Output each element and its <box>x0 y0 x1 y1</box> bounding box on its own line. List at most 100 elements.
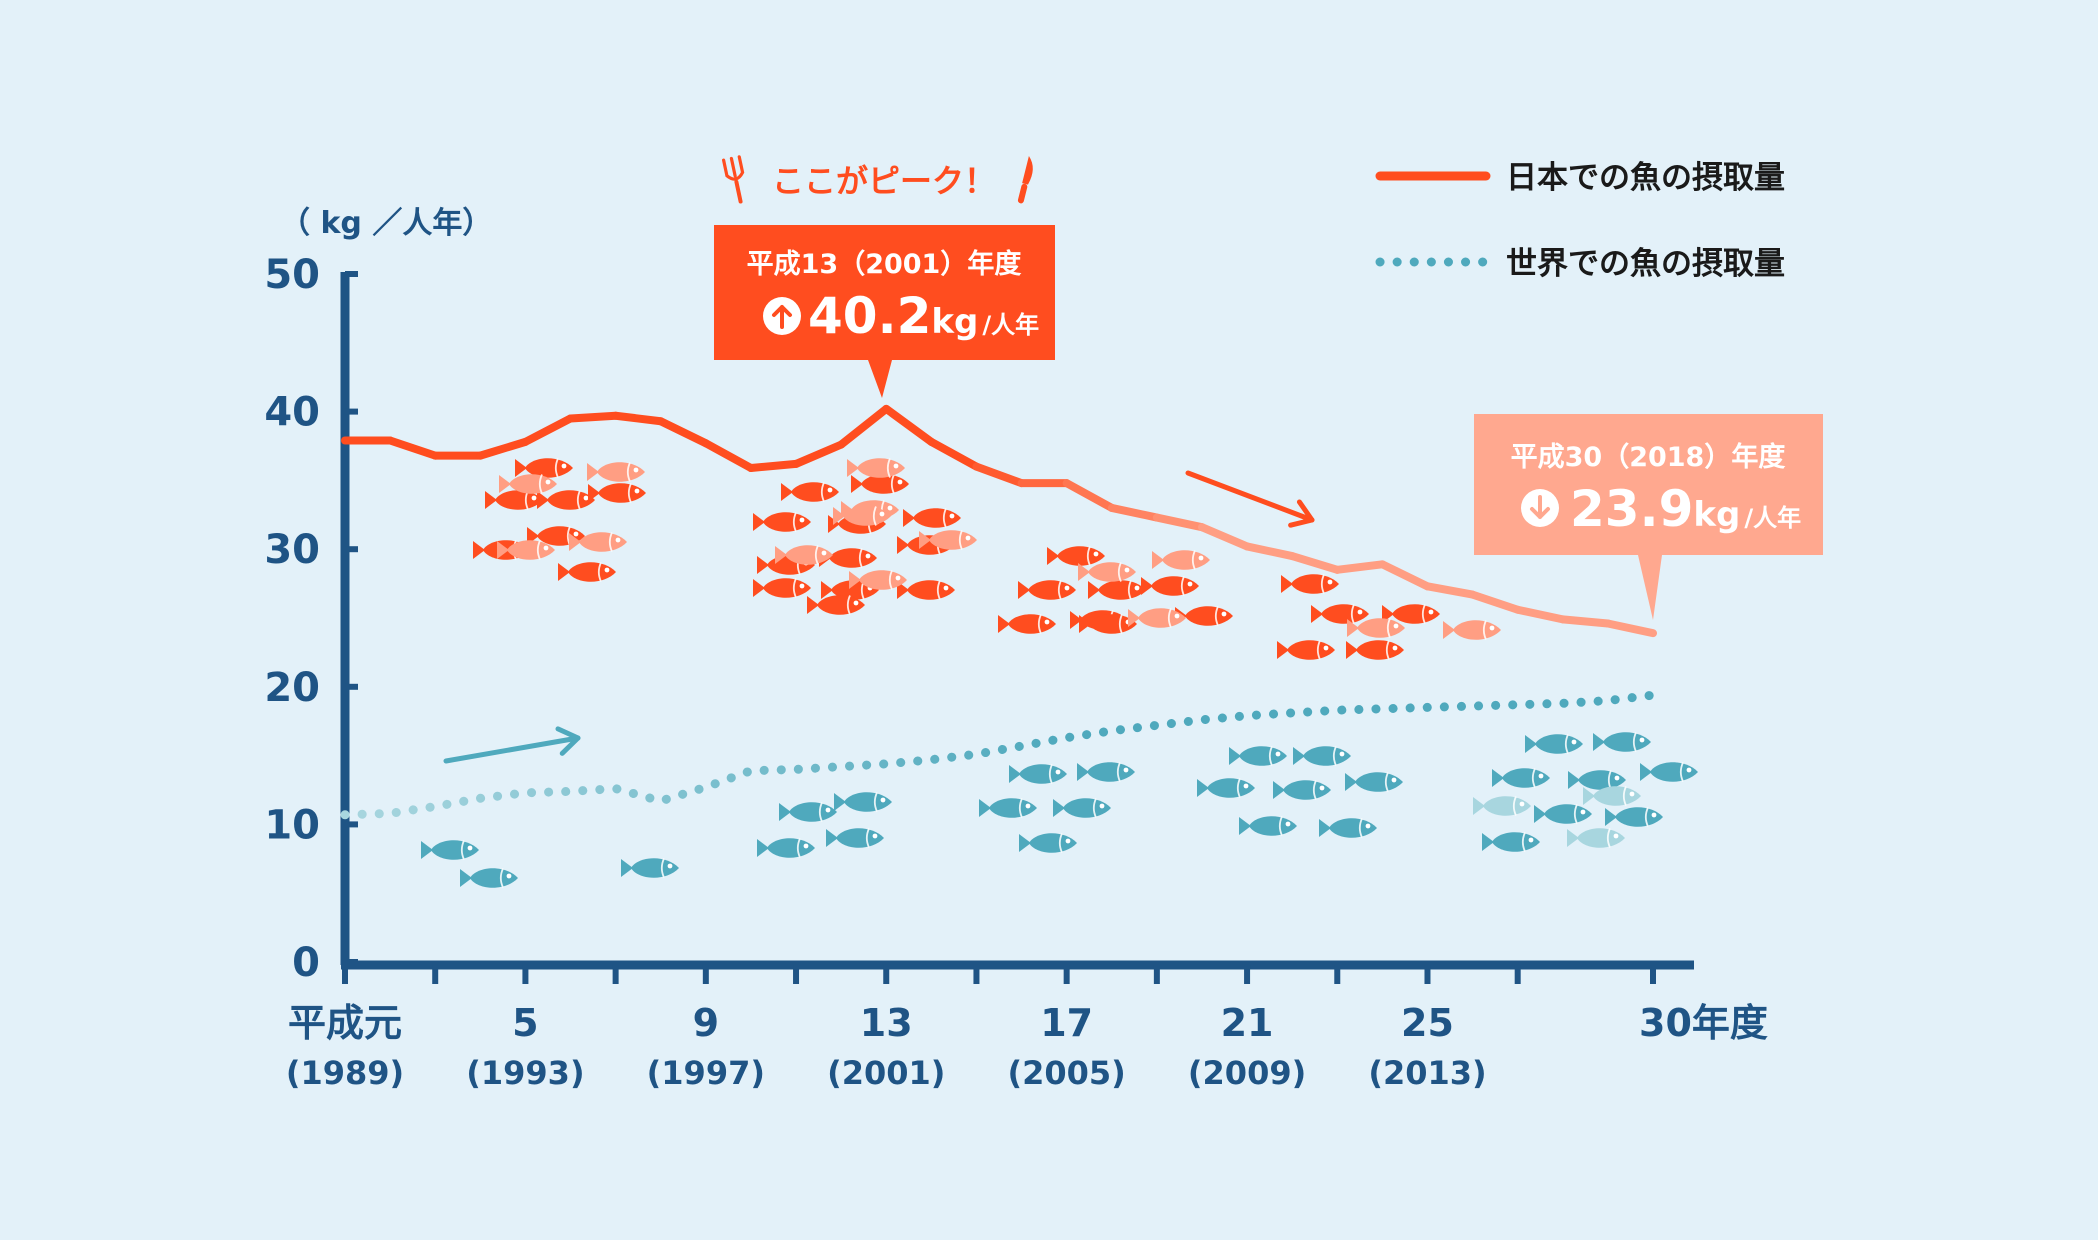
japan-series-segment <box>521 414 575 446</box>
japan-series-segment <box>1423 582 1477 599</box>
japan-trend-arrow <box>1185 470 1315 528</box>
fish-icon <box>997 613 1057 635</box>
y-tick-label: 50 <box>264 252 320 298</box>
peak-note: ここがピーク！ <box>722 155 1033 204</box>
y-tick-label: 20 <box>264 665 320 711</box>
x-tick-sublabel: (2001) <box>827 1054 945 1092</box>
japan-series-segment <box>746 459 801 473</box>
fish-icon <box>1639 761 1699 783</box>
fish-icon <box>1018 832 1078 854</box>
x-tick-sublabel: (2005) <box>1007 1054 1125 1092</box>
end-callout-box <box>1474 414 1823 620</box>
peak-callout-unit-per: /人年 <box>982 311 1039 339</box>
japan-series-segment <box>1152 513 1206 532</box>
legend-label-world: 世界での魚の摂取量 <box>1506 246 1785 282</box>
fish-icon <box>1196 777 1256 799</box>
fish-icon <box>1140 575 1200 597</box>
fish-icon <box>752 511 812 533</box>
world-trend-arrow <box>443 726 581 764</box>
fish-icon <box>1046 545 1106 567</box>
peak-callout-unit-kg: kg <box>931 302 978 342</box>
world-trend-arrow-shaft <box>443 735 581 764</box>
fish-icon <box>833 791 893 813</box>
fish-icon <box>514 457 574 479</box>
japan-series-segment <box>1603 619 1657 638</box>
end-callout-unit-kg: kg <box>1693 495 1740 535</box>
japan-series-segment <box>927 437 981 471</box>
fish-icon <box>1344 771 1404 793</box>
fish-icon <box>1524 733 1584 755</box>
y-tick-label: 30 <box>264 527 320 573</box>
japan-series-segment <box>1107 503 1161 522</box>
world-series-line <box>340 690 1658 820</box>
peak-callout-value-line: 40.2kg/人年 <box>808 287 1039 345</box>
fish-icon <box>536 489 596 511</box>
fish-icon <box>778 801 838 823</box>
japan-series-segment <box>476 437 530 460</box>
x-tick-label: 13 <box>860 1001 913 1045</box>
end-callout-value-line: 23.9kg/人年 <box>1570 480 1801 538</box>
x-tick-sublabel: (2013) <box>1368 1054 1486 1092</box>
fish-icon <box>1592 731 1652 753</box>
y-tick-label: 0 <box>292 940 320 986</box>
fish-icon <box>1276 639 1336 661</box>
japan-series-segment <box>1333 560 1387 574</box>
fish-icon <box>557 561 617 583</box>
japan-series-segment <box>656 417 710 448</box>
fish-icon <box>1604 806 1664 828</box>
fish-icon <box>1310 603 1370 625</box>
x-tick-label: 25 <box>1401 1001 1454 1045</box>
end-callout-period: 平成30（2018）年度 <box>1511 441 1786 473</box>
fish-icon <box>1442 619 1502 641</box>
y-unit-label: （ kg ／人年） <box>280 206 492 241</box>
fish-icon <box>752 577 812 599</box>
y-tick-label: 10 <box>264 802 320 848</box>
end-callout-value: 23.9 <box>1570 480 1693 538</box>
fish-icon <box>846 457 906 479</box>
fish-icon <box>896 579 956 601</box>
fish-icon <box>1008 763 1068 785</box>
fish-icon <box>1076 761 1136 783</box>
peak-callout: 平成13（2001）年度 40.2kg/人年 <box>714 225 1055 398</box>
fish-icon <box>1280 573 1340 595</box>
fish-icon <box>1017 579 1077 601</box>
japan-series-segment <box>1062 479 1116 512</box>
fish-icon <box>1318 817 1378 839</box>
x-tick-sublabel: (1993) <box>466 1054 584 1092</box>
japan-series-segment <box>792 440 846 468</box>
japan-trend-arrow-head <box>1288 499 1315 528</box>
fish-icon <box>1481 831 1541 853</box>
fish-icon <box>978 797 1038 819</box>
fish-icon <box>780 481 840 503</box>
x-tick-label: 17 <box>1040 1001 1093 1045</box>
japan-series-segment <box>566 411 620 423</box>
fish-icon <box>587 482 647 504</box>
x-tick-label: 5 <box>512 1001 538 1045</box>
fish-icon <box>825 827 885 849</box>
fish-icon <box>586 461 646 483</box>
fish-icon <box>1566 827 1626 849</box>
x-tick-label: 平成元 <box>288 1001 402 1045</box>
fish-icon <box>1491 767 1551 789</box>
fish-icon <box>1151 549 1211 571</box>
fish-icon <box>1052 797 1112 819</box>
axes: 50 40 30 20 10 0 平成元 (1989) 5 (1993) 9 (1997) 13 (200… <box>264 252 1768 1092</box>
japan-series-segment <box>1513 605 1567 624</box>
end-callout: 平成30（2018）年度 23.9kg/人年 <box>1474 414 1823 620</box>
series-lines <box>340 404 1658 820</box>
fish-icon <box>1228 745 1288 767</box>
fish-icon <box>1292 745 1352 767</box>
fork-icon <box>722 155 745 204</box>
fish-icon <box>420 839 480 861</box>
japan-series-segment <box>1468 590 1522 614</box>
legend: 日本での魚の摂取量 世界での魚の摂取量 <box>1375 160 1785 282</box>
japan-series-segment <box>1378 560 1432 591</box>
peak-callout-box <box>714 225 1055 398</box>
end-callout-unit-per: /人年 <box>1744 504 1801 532</box>
x-tick-sublabel: (1997) <box>647 1054 765 1092</box>
fish-icon <box>459 867 519 889</box>
japan-trend-arrow-shaft <box>1185 470 1315 523</box>
fish-icon <box>1472 795 1532 817</box>
legend-label-japan: 日本での魚の摂取量 <box>1506 160 1785 196</box>
